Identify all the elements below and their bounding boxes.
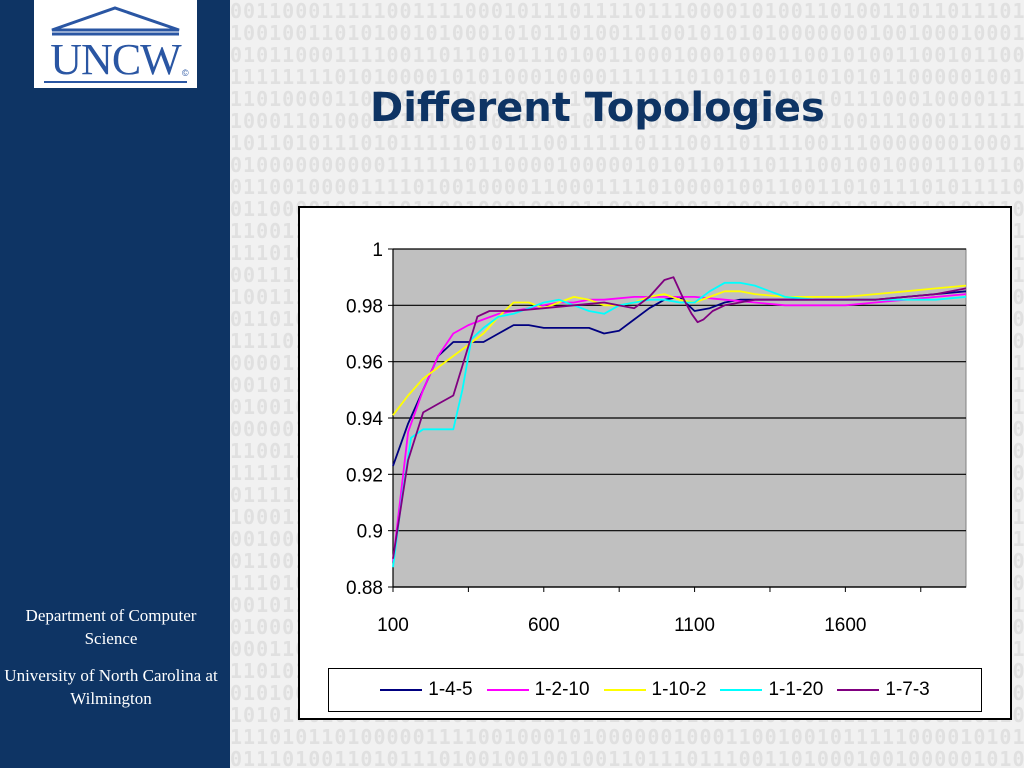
x-tick-label: 600 (528, 615, 560, 636)
series-line-1-7-3 (392, 276, 967, 559)
legend-swatch (837, 689, 880, 691)
legend-swatch (380, 689, 423, 691)
x-tick-label: 1100 (674, 615, 715, 636)
legend-label: 1-2-10 (534, 679, 590, 700)
legend-swatch (720, 689, 763, 691)
department-name: Department of Computer Science (25, 606, 197, 648)
y-tick-label: 0.9 (357, 522, 383, 543)
logo-text: UNCW (50, 35, 181, 84)
legend-label: 1-10-2 (651, 679, 707, 700)
chart-legend: 1-4-5 1-2-10 1-10-2 1-1-20 1-7-3 (328, 668, 982, 712)
logo-building-icon: © (44, 6, 189, 83)
y-tick-label: 0.98 (346, 296, 383, 317)
legend-label: 1-4-5 (428, 679, 473, 700)
sidebar: © UNCW Department of Computer Science Un… (0, 0, 230, 768)
svg-text:©: © (182, 68, 189, 78)
university-name: University of North Carolina at Wilmingt… (4, 666, 218, 708)
legend-item: 1-1-20 (720, 679, 823, 701)
legend-label: 1-1-20 (768, 679, 824, 700)
x-tick-label: 100 (377, 615, 409, 636)
y-tick-label: 0.88 (346, 578, 383, 599)
slide-title: Different Topologies (370, 85, 825, 131)
y-tick-label: 0.96 (346, 353, 383, 374)
uncw-logo: © UNCW (34, 0, 197, 88)
legend-label: 1-7-3 (885, 679, 930, 700)
y-tick-label: 1 (372, 240, 383, 261)
legend-item: 1-2-10 (486, 679, 590, 701)
series-lines (392, 276, 967, 568)
y-tick-label: 0.92 (346, 465, 383, 486)
chart-frame: 0.88 0.9 0.92 0.94 0.96 0.98 1 100 600 1100 1600 1… (298, 206, 1012, 720)
legend-item: 1-7-3 (837, 679, 930, 701)
y-tick-label: 0.94 (346, 409, 383, 430)
legend-item: 1-10-2 (603, 679, 707, 701)
legend-item: 1-4-5 (380, 679, 473, 701)
legend-swatch (486, 689, 529, 691)
x-tick-label: 1600 (824, 615, 866, 636)
legend-swatch (603, 689, 646, 691)
